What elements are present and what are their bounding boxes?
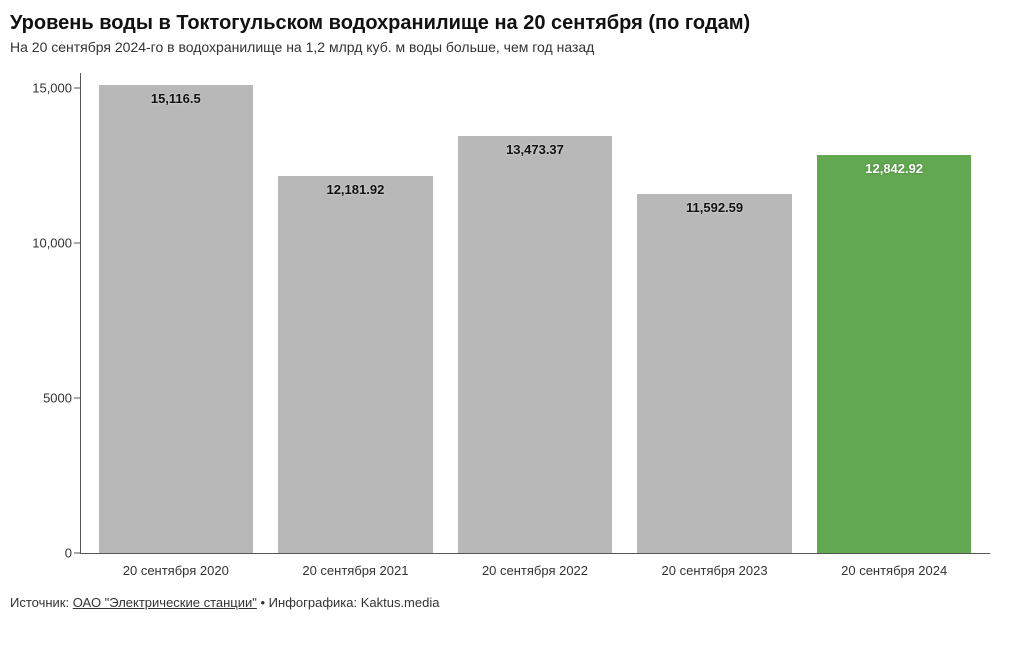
- bar-slot: 12,181.92: [266, 73, 446, 553]
- x-axis-labels: 20 сентября 202020 сентября 202120 сентя…: [80, 557, 990, 583]
- bar-value-label: 15,116.5: [151, 91, 201, 106]
- bar-slot: 12,842.92: [804, 73, 984, 553]
- chart-subtitle: На 20 сентября 2024-го в водохранилище н…: [10, 39, 1010, 55]
- chart-footer: Источник: ОАО "Электрические станции" • …: [10, 595, 1010, 610]
- bar-slot: 15,116.5: [86, 73, 266, 553]
- x-tick-label: 20 сентября 2020: [86, 557, 266, 583]
- x-tick-label: 20 сентября 2024: [804, 557, 984, 583]
- bar-slot: 11,592.59: [625, 73, 805, 553]
- chart-container: 0 5000 10,000 15,000 15,116.5 12,181.92 13,47…: [10, 73, 1000, 583]
- source-prefix: Источник:: [10, 595, 73, 610]
- y-tick-label: 0: [10, 546, 72, 561]
- bar: 12,181.92: [278, 176, 432, 553]
- y-tick-label: 15,000: [10, 81, 72, 96]
- bar: 13,473.37: [458, 136, 612, 553]
- bar: 15,116.5: [99, 85, 253, 553]
- source-link[interactable]: ОАО "Электрические станции": [73, 595, 257, 610]
- y-tick-label: 5000: [10, 391, 72, 406]
- bar: 11,592.59: [637, 194, 791, 553]
- x-tick-label: 20 сентября 2022: [445, 557, 625, 583]
- y-tick-label: 10,000: [10, 236, 72, 251]
- x-axis-line: [80, 553, 990, 554]
- bar-slot: 13,473.37: [445, 73, 625, 553]
- footer-separator: •: [257, 595, 269, 610]
- bar-value-label: 12,842.92: [865, 161, 923, 176]
- bar-value-label: 12,181.92: [326, 182, 384, 197]
- infographic-credit: Инфографика: Kaktus.media: [269, 595, 440, 610]
- bar: 12,842.92: [817, 155, 971, 553]
- plot-area: 15,116.5 12,181.92 13,473.37 11,592.59 12,84…: [80, 73, 990, 553]
- bar-value-label: 11,592.59: [686, 200, 743, 215]
- x-tick-label: 20 сентября 2021: [266, 557, 446, 583]
- x-tick-label: 20 сентября 2023: [625, 557, 805, 583]
- chart-title: Уровень воды в Токтогульском водохранили…: [10, 12, 1010, 35]
- bars-group: 15,116.5 12,181.92 13,473.37 11,592.59 12,84…: [80, 73, 990, 553]
- bar-value-label: 13,473.37: [506, 142, 564, 157]
